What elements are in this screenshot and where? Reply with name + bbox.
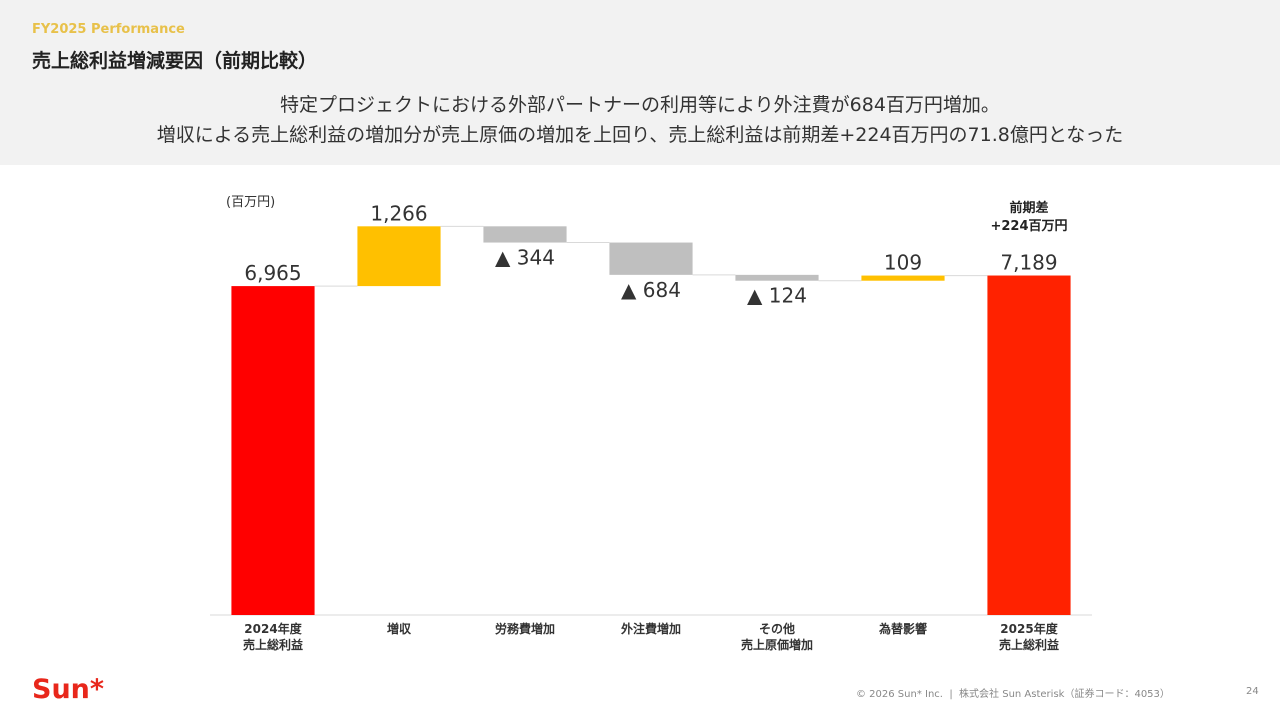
logo: Sun* xyxy=(32,674,105,705)
section-label: FY2025 Performance xyxy=(32,22,185,37)
annotation: 前期差 +224百万円 xyxy=(990,200,1068,234)
value-label: 1,266 xyxy=(370,201,427,225)
slide-title: 売上総利益増減要因（前期比較） xyxy=(32,50,318,72)
unit-label: (百万円) xyxy=(226,195,275,210)
x-tick-label: 2025年度 売上総利益 xyxy=(998,622,1059,652)
bar xyxy=(735,274,819,281)
bar xyxy=(987,275,1071,615)
value-label: ▲ 344 xyxy=(495,246,555,270)
value-label: 7,189 xyxy=(1000,251,1057,275)
value-label: ▲ 124 xyxy=(747,284,807,308)
subtitle-line: 増収による売上総利益の増加分が売上原価の増加を上回り、売上総利益は前期差+224… xyxy=(156,124,1124,146)
x-tick-label: 為替影響 xyxy=(878,622,927,636)
copyright: © 2026 Sun* Inc. | 株式会社 Sun Asterisk（証券コ… xyxy=(856,689,1170,700)
x-tick-label: 増収 xyxy=(386,622,411,636)
value-label: 109 xyxy=(884,251,922,275)
bar xyxy=(231,286,315,615)
x-tick-label: その他 売上原価増加 xyxy=(740,622,813,652)
bar xyxy=(609,242,693,275)
subtitle: 特定プロジェクトにおける外部パートナーの利用等により外注費が684百万円増加。 … xyxy=(0,90,1280,150)
header-band xyxy=(0,0,1280,165)
x-tick-label: 労務費増加 xyxy=(494,622,555,636)
bar xyxy=(357,226,441,287)
subtitle-line: 特定プロジェクトにおける外部パートナーの利用等により外注費が684百万円増加。 xyxy=(280,94,1000,116)
x-tick-label: 2024年度 売上総利益 xyxy=(242,622,303,652)
value-label: ▲ 684 xyxy=(621,278,681,302)
value-label: 6,965 xyxy=(244,261,301,285)
page-number: 24 xyxy=(1246,686,1259,697)
bar xyxy=(861,275,945,281)
x-tick-label: 外注費増加 xyxy=(620,622,681,636)
bar xyxy=(483,226,567,243)
